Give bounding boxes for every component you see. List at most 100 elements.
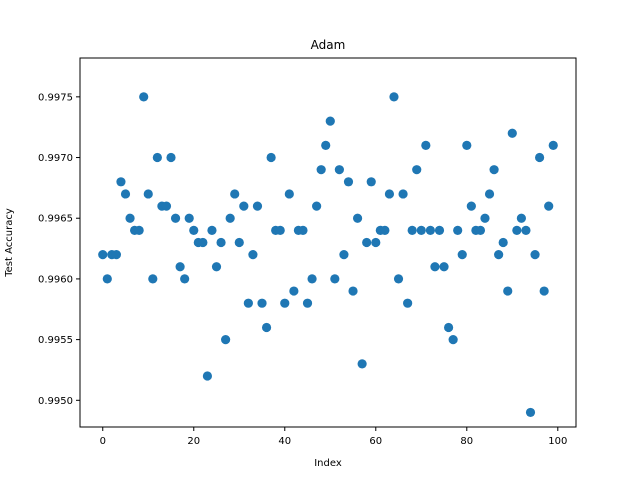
data-point [116, 177, 126, 187]
data-point [412, 165, 422, 175]
data-point [175, 262, 185, 272]
data-point [312, 201, 322, 211]
data-point [111, 250, 121, 260]
data-point [498, 237, 508, 248]
data-point [321, 140, 331, 150]
data-point [480, 213, 490, 223]
data-point [234, 237, 244, 248]
plot-frame [79, 57, 577, 428]
data-point [530, 250, 540, 260]
y-tick-label: 0.9975 [38, 92, 73, 103]
data-point [275, 225, 285, 235]
data-point [302, 298, 313, 308]
data-point [252, 201, 263, 211]
data-point [221, 335, 231, 345]
data-point [421, 140, 431, 150]
data-point [384, 189, 395, 199]
data-point [389, 92, 399, 102]
data-point [161, 201, 172, 211]
data-point [357, 359, 367, 369]
data-point [316, 165, 326, 175]
data-point [475, 225, 486, 235]
data-point [298, 225, 308, 235]
x-tick-label: 80 [460, 436, 473, 447]
data-point [289, 286, 299, 296]
data-point [257, 298, 267, 308]
data-point [544, 201, 554, 211]
data-point [362, 237, 372, 248]
data-point [225, 213, 235, 223]
y-axis-ticks: 0.9950 0.9955 0.9960 0.9965 0.9970 0.9975 [38, 92, 80, 407]
data-point [407, 225, 417, 235]
x-tick-label: 60 [369, 436, 382, 447]
data-point [403, 298, 413, 308]
data-point [448, 335, 458, 345]
data-point [380, 225, 390, 235]
data-point [184, 213, 194, 223]
data-point [280, 298, 290, 308]
data-point [152, 152, 162, 163]
data-point [443, 322, 454, 333]
data-point [494, 250, 504, 260]
data-point [484, 189, 495, 199]
data-point [325, 116, 335, 126]
data-point [284, 189, 294, 199]
data-point [512, 225, 522, 235]
data-point [166, 152, 176, 163]
x-axis-ticks: 0 20 40 60 80 100 [100, 427, 567, 447]
data-point [393, 274, 404, 284]
data-points [98, 92, 558, 418]
data-point [134, 225, 144, 235]
data-point [507, 128, 517, 138]
data-point [120, 189, 131, 199]
data-point [170, 213, 181, 223]
y-tick-label: 0.9970 [38, 153, 73, 164]
data-point [525, 407, 536, 418]
data-point [453, 225, 463, 235]
data-point [416, 225, 426, 235]
data-point [198, 237, 208, 248]
x-tick-label: 100 [548, 436, 567, 447]
x-tick-label: 20 [187, 436, 200, 447]
chart-title: Adam [311, 38, 346, 52]
x-axis-label: Index [314, 458, 342, 469]
data-point [102, 274, 112, 284]
data-point [339, 250, 349, 260]
data-point [439, 262, 449, 272]
data-point [521, 225, 531, 235]
data-point [434, 225, 445, 235]
data-point [466, 201, 476, 211]
x-tick-label: 0 [100, 436, 106, 447]
data-point [371, 237, 381, 248]
data-point [343, 177, 354, 187]
data-point [516, 213, 526, 223]
data-point [330, 274, 340, 284]
data-point [398, 189, 408, 199]
data-point [366, 177, 376, 187]
y-tick-label: 0.9955 [38, 335, 73, 346]
data-point [143, 189, 153, 199]
y-tick-label: 0.9960 [38, 274, 73, 285]
data-point [98, 250, 108, 260]
data-point [489, 165, 499, 175]
data-point [125, 213, 135, 223]
data-point [425, 225, 435, 235]
data-point [243, 298, 253, 308]
data-point [216, 237, 226, 248]
data-point [430, 262, 440, 272]
y-tick-label: 0.9950 [38, 396, 73, 407]
data-point [503, 286, 513, 296]
x-tick-label: 40 [278, 436, 291, 447]
data-point [248, 250, 258, 260]
data-point [307, 274, 317, 284]
data-point [535, 152, 545, 163]
data-point [462, 140, 472, 150]
data-point [352, 213, 363, 223]
data-point [202, 371, 213, 381]
data-point [266, 152, 276, 163]
data-point [539, 286, 549, 296]
data-point [230, 189, 240, 199]
data-point [148, 274, 158, 284]
